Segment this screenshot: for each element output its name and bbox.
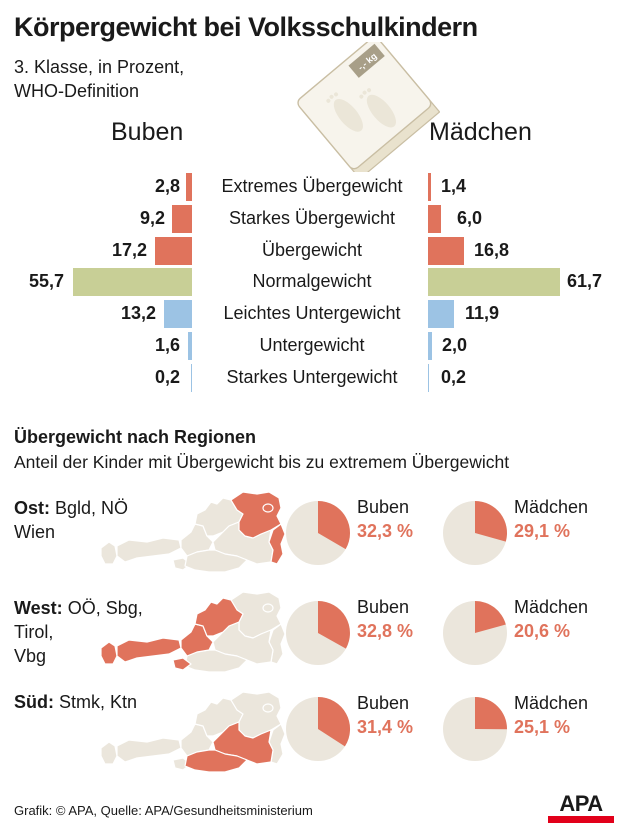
category-label: Normalgewicht	[252, 271, 372, 291]
pie-value-maedchen: 20,6 %	[514, 621, 571, 641]
bathroom-scale-icon: -,- kg	[297, 42, 440, 172]
pie-label-buben: Buben	[357, 497, 410, 517]
bar-buben	[73, 268, 192, 296]
category-label: Extremes Übergewicht	[221, 176, 403, 196]
subtitle-line-2: WHO-Definition	[14, 81, 140, 101]
pie-value-maedchen: 25,1 %	[514, 717, 571, 737]
bar-row: 0,2 Starkes Untergewicht 0,2	[0, 364, 620, 392]
bar-maedchen	[428, 237, 464, 265]
value-buben: 55,7	[28, 271, 64, 291]
bar-buben	[188, 332, 192, 360]
value-maedchen: 2,0	[442, 335, 468, 355]
pie-west-maedchen	[443, 601, 507, 665]
value-buben: 0,2	[154, 367, 180, 387]
value-buben: 1,6	[154, 335, 180, 355]
value-buben: 2,8	[154, 176, 180, 196]
bar-row: 13,2 Leichtes Untergewicht 11,9	[0, 300, 620, 328]
category-label: Leichtes Untergewicht	[223, 303, 401, 323]
bar-buben	[191, 364, 192, 392]
pie-label-maedchen: Mädchen	[514, 597, 589, 617]
bar-maedchen	[428, 332, 432, 360]
bar-maedchen	[428, 205, 441, 233]
bar-buben	[164, 300, 192, 328]
bar-maedchen	[428, 300, 454, 328]
pie-ost-maedchen	[443, 501, 507, 565]
subtitle-line-1: 3. Klasse, in Prozent,	[14, 57, 185, 77]
region-label: Ost: Bgld, NÖ Wien	[14, 496, 128, 544]
austria-map-sued-icon	[100, 691, 286, 773]
region-states-line3: Vbg	[14, 646, 47, 666]
region-name: West:	[14, 598, 63, 618]
bar-row: 17,2 Übergewicht 16,8	[0, 237, 620, 265]
bar-maedchen	[428, 364, 429, 392]
value-maedchen: 61,7	[567, 271, 603, 291]
austria-map-ost-icon	[100, 491, 286, 573]
pie-label-maedchen: Mädchen	[514, 693, 589, 713]
region-states-line2: Tirol,	[14, 622, 54, 642]
regions-title: Übergewicht nach Regionen	[14, 427, 257, 447]
value-maedchen: 0,2	[441, 367, 467, 387]
value-buben: 13,2	[120, 303, 156, 323]
region-name: Ost:	[14, 498, 50, 518]
austria-map-west-icon	[100, 591, 286, 673]
value-buben: 9,2	[139, 208, 165, 228]
pie-sued-maedchen	[443, 697, 508, 761]
apa-logo-text: APA	[559, 791, 603, 816]
value-buben: 17,2	[111, 240, 147, 260]
bar-row: 9,2 Starkes Übergewicht 6,0	[0, 205, 620, 233]
bar-row: 1,6 Untergewicht 2,0	[0, 332, 620, 360]
pie-value-buben: 32,8 %	[357, 621, 414, 641]
value-maedchen: 1,4	[441, 176, 467, 196]
pie-ost-buben	[286, 501, 351, 565]
region-label: West: OÖ, Sbg, Tirol, Vbg	[14, 596, 143, 668]
buben-header: Buben	[111, 118, 184, 146]
region-states: Bgld, NÖ	[50, 498, 129, 518]
pie-value-maedchen: 29,1 %	[514, 521, 571, 541]
pie-sued-buben	[286, 697, 351, 761]
region-states-line2: Wien	[14, 522, 56, 542]
region-states: Stmk, Ktn	[54, 692, 138, 712]
pie-value-buben: 32,3 %	[357, 521, 414, 541]
value-maedchen: 11,9	[465, 303, 500, 323]
bar-maedchen	[428, 173, 431, 201]
bar-row: 2,8 Extremes Übergewicht 1,4	[0, 173, 620, 201]
apa-logo: APA	[548, 791, 614, 827]
value-maedchen: 16,8	[474, 240, 510, 260]
bar-buben	[172, 205, 192, 233]
pie-label-buben: Buben	[357, 693, 410, 713]
regions-subtitle: Anteil der Kinder mit Übergewicht bis zu…	[14, 452, 510, 472]
bar-row: 55,7 Normalgewicht 61,7	[0, 268, 620, 296]
bar-buben	[155, 237, 192, 265]
category-label: Starkes Untergewicht	[226, 367, 398, 387]
pie-value-buben: 31,4 %	[357, 717, 414, 737]
region-name: Süd:	[14, 692, 54, 712]
bar-buben	[186, 173, 192, 201]
apa-logo-bar	[548, 816, 614, 823]
pie-label-buben: Buben	[357, 597, 410, 617]
maedchen-header: Mädchen	[429, 118, 532, 146]
value-maedchen: 6,0	[457, 208, 483, 228]
region-label: Süd: Stmk, Ktn	[14, 690, 137, 714]
category-label: Untergewicht	[259, 335, 365, 355]
pie-label-maedchen: Mädchen	[514, 497, 589, 517]
category-label: Starkes Übergewicht	[228, 208, 396, 228]
pie-west-buben	[286, 601, 350, 665]
chart-subtitle: 3. Klasse, in Prozent, WHO-Definition	[14, 55, 184, 103]
category-label: Übergewicht	[261, 240, 363, 260]
chart-title: Körpergewicht bei Volksschulkindern	[14, 12, 478, 42]
bar-maedchen	[428, 268, 560, 296]
region-states: OÖ, Sbg,	[62, 598, 143, 618]
source-credit: Grafik: © APA, Quelle: APA/Gesundheitsmi…	[14, 803, 313, 818]
